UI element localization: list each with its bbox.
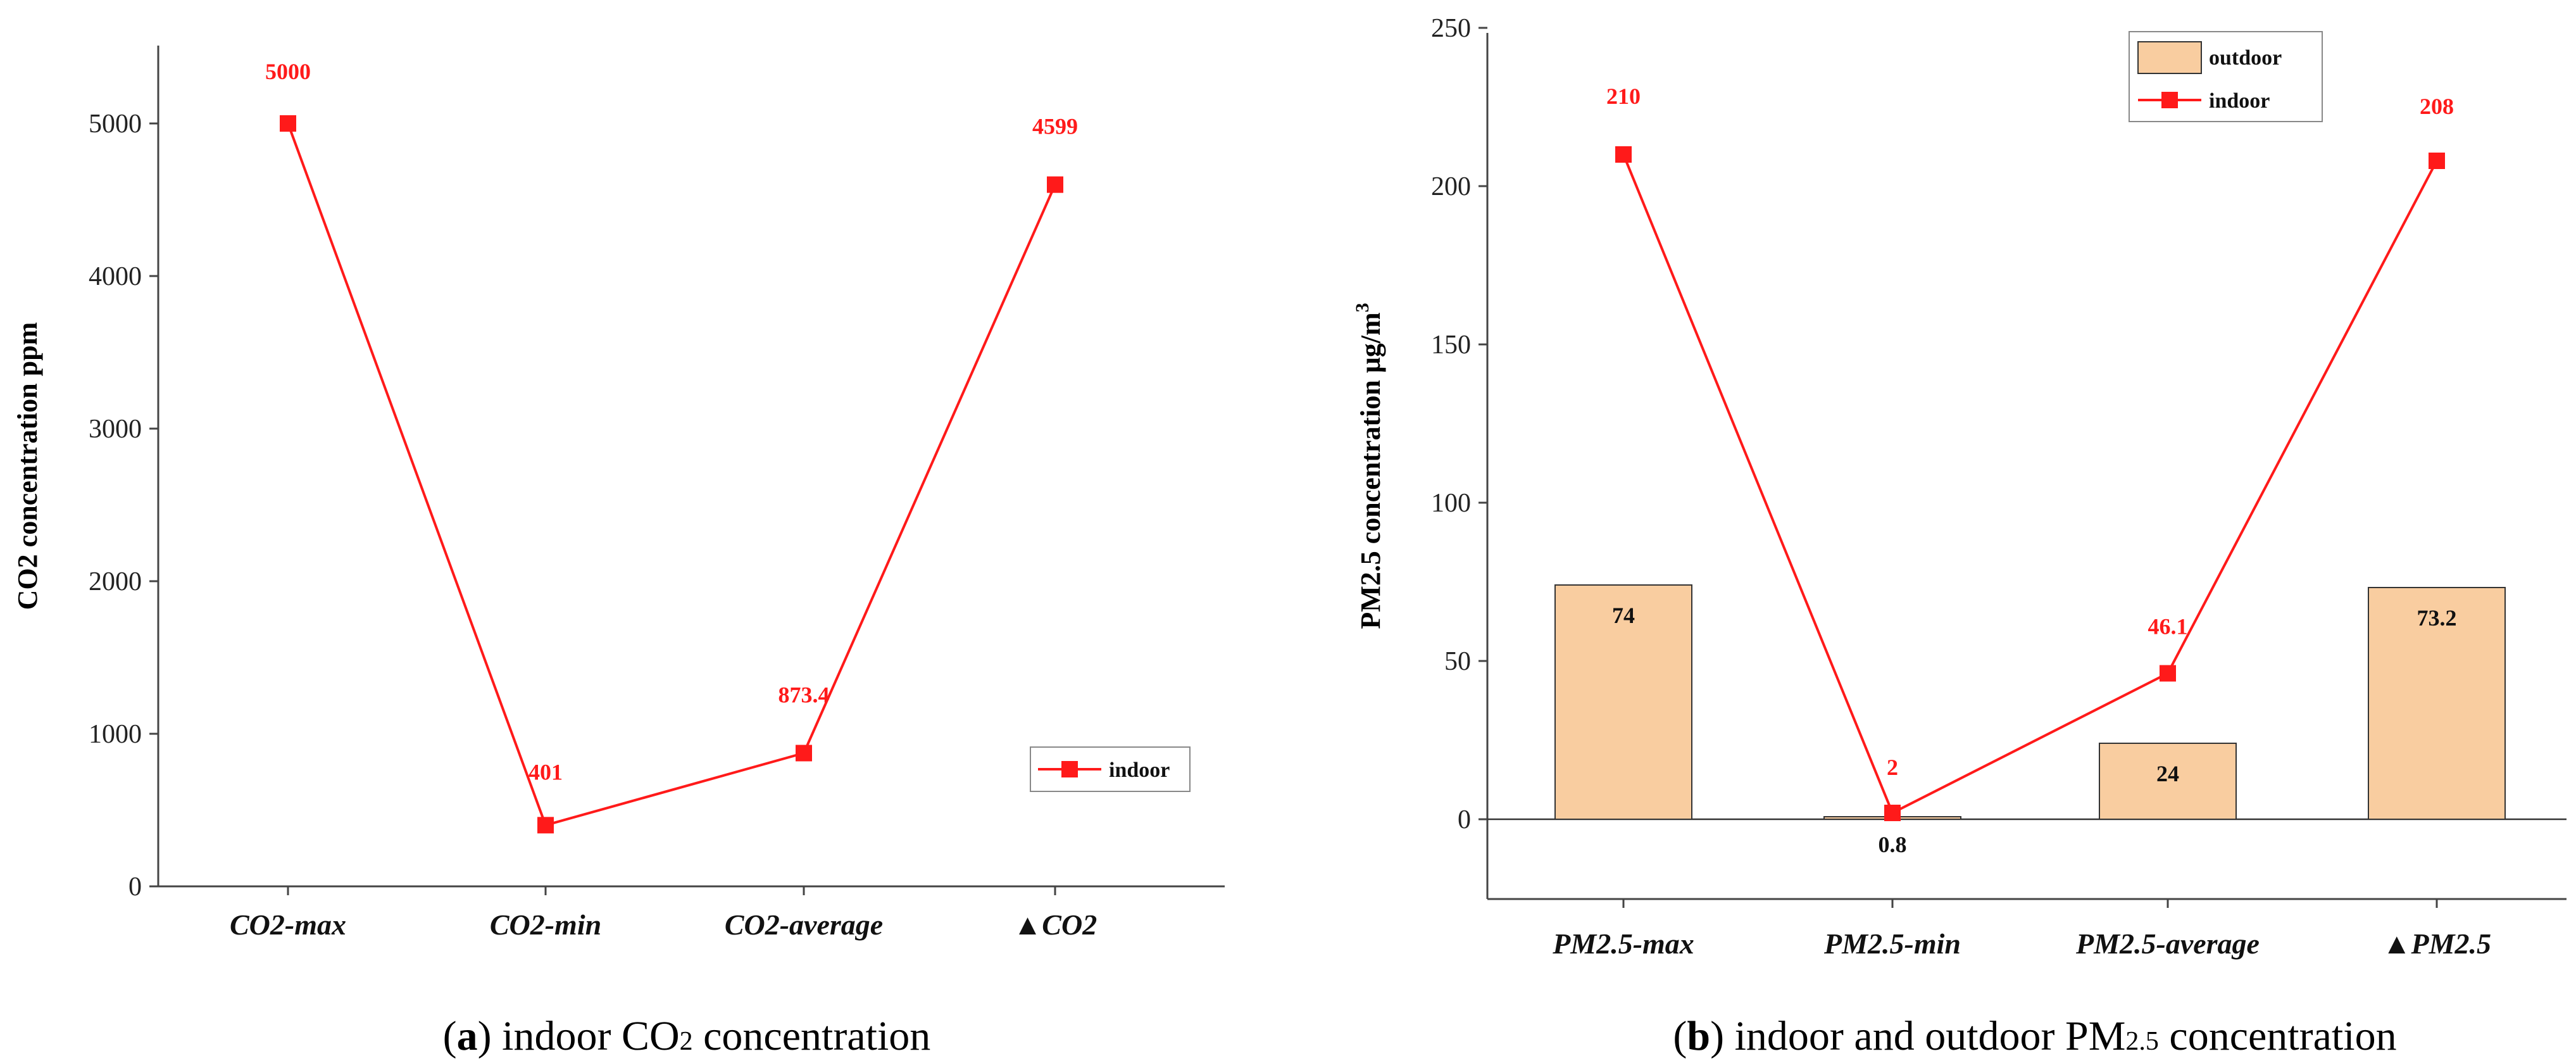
caption-a-text: indoor CO	[492, 1013, 680, 1059]
chart-b-outdoor-bar	[1554, 584, 1692, 820]
caption-a-tail: concentration	[693, 1013, 931, 1059]
b-ytick-label: 150	[1431, 330, 1471, 360]
b-indoor-label: 208	[2420, 94, 2454, 119]
chart-b-y-axis-label: PM2.5 concentration μg/m3	[1352, 303, 1386, 629]
b-ytick-label: 0	[1458, 805, 1471, 834]
b-indoor-label: 2	[1887, 755, 1898, 780]
a-indoor-point	[537, 817, 554, 834]
chart-a-y-axis-label: CO2 concentration ppm	[12, 322, 43, 610]
a-xtick-label-co2-min: CO2-min	[490, 909, 601, 941]
chart-b-legend: outdoor indoor	[2129, 31, 2323, 122]
caption-a-sub: 2	[680, 1027, 693, 1056]
chart-b-series-indoor	[1615, 146, 2445, 821]
chart-b-outdoor-bar	[2099, 743, 2237, 820]
b-indoor-label: 46.1	[2148, 614, 2188, 639]
b-ytick-label: 50	[1444, 647, 1471, 676]
chart-a-legend-marker	[1061, 761, 1078, 777]
a-ytick-label: 0	[128, 872, 142, 902]
chart-b-y-axis-label-main: PM2.5 concentration μg/m	[1355, 312, 1386, 629]
chart-b-legend-bar-swatch	[2137, 41, 2202, 74]
caption-b-text: indoor and outdoor PM	[1724, 1013, 2125, 1059]
chart-b-y-axis-label-sup: 3	[1352, 303, 1373, 312]
b-ytick-label: 250	[1431, 14, 1471, 43]
b-indoor-point	[2160, 665, 2176, 682]
chart-b-outdoor-bar	[2368, 587, 2506, 820]
a-indoor-line	[287, 123, 1056, 827]
chart-b-outdoor-label: 24	[2156, 761, 2179, 786]
chart-a-data-labels: 5000 401 873.4 4599	[265, 59, 1078, 784]
chart-b-legend-indoor-label: indoor	[2209, 89, 2270, 113]
chart-a-y-ticks: 0 1000 2000 3000 4000 5000	[89, 110, 158, 902]
a-ytick-label: 2000	[89, 567, 142, 596]
caption-b-tail: concentration	[2159, 1013, 2397, 1059]
b-xtick-label-pm2-5: ▲PM2.5	[2382, 928, 2491, 960]
a-indoor-label: 5000	[265, 59, 311, 84]
a-xtick-label-co2: ▲CO2	[1013, 909, 1097, 941]
caption-b-letter: b	[1687, 1013, 1710, 1059]
chart-b-data-labels: 74 0.8 24 73.2 210 2 46.1 208	[1606, 84, 2457, 857]
a-indoor-point	[796, 745, 812, 762]
caption-a-letter: a	[457, 1013, 478, 1059]
a-indoor-point	[280, 115, 296, 132]
b-ytick-label: 100	[1431, 489, 1471, 518]
a-ytick-label: 3000	[89, 415, 142, 444]
a-ytick-label: 4000	[89, 262, 142, 291]
chart-b-outdoor-label: 73.2	[2417, 605, 2457, 631]
caption-b: (b) indoor and outdoor PM2.5 concentrati…	[1673, 1013, 2396, 1059]
b-ytick-label: 200	[1431, 172, 1471, 201]
a-xtick-label-co2-average: CO2-average	[725, 909, 883, 941]
a-indoor-label: 401	[528, 759, 563, 784]
b-indoor-label: 210	[1606, 84, 1641, 109]
b-indoor-point	[1884, 805, 1901, 821]
chart-a-x-ticks: CO2-max CO2-min CO2-average ▲CO2	[230, 886, 1097, 941]
caption-a: (a) indoor CO2 concentration	[443, 1013, 931, 1059]
b-indoor-line	[1622, 154, 2438, 815]
b-indoor-point	[1615, 146, 1632, 163]
a-indoor-label: 873.4	[778, 682, 830, 708]
a-indoor-label: 4599	[1032, 114, 1078, 139]
b-xtick-label-pm2-5-average: PM2.5-average	[2075, 928, 2260, 960]
chart-a-legend: indoor	[1030, 746, 1191, 792]
a-ytick-label: 5000	[89, 110, 142, 139]
caption-b-sub: 2.5	[2125, 1027, 2159, 1056]
chart-a-legend-label: indoor	[1109, 758, 1170, 782]
chart-a-series-indoor	[280, 115, 1063, 834]
b-xtick-label-pm2-5-min: PM2.5-min	[1823, 928, 1961, 960]
a-xtick-label-co2-max: CO2-max	[230, 909, 346, 941]
a-indoor-point	[1047, 176, 1063, 193]
chart-b-outdoor-label: 0.8	[1879, 832, 1907, 857]
chart-b-outdoor-label: 74	[1612, 603, 1635, 628]
chart-b-series-outdoor	[1554, 584, 2506, 820]
chart-b-x-ticks: PM2.5-max PM2.5-min PM2.5-average ▲PM2.5	[1552, 899, 2491, 960]
b-xtick-label-pm2-5-max: PM2.5-max	[1552, 928, 1694, 960]
chart-b-y-ticks: 0 50 100 150 200 250	[1431, 14, 1487, 834]
chart-b-legend-marker	[2161, 92, 2178, 108]
a-ytick-label: 1000	[89, 720, 142, 749]
b-indoor-point	[2429, 153, 2445, 169]
chart-b-legend-outdoor-label: outdoor	[2209, 46, 2282, 70]
